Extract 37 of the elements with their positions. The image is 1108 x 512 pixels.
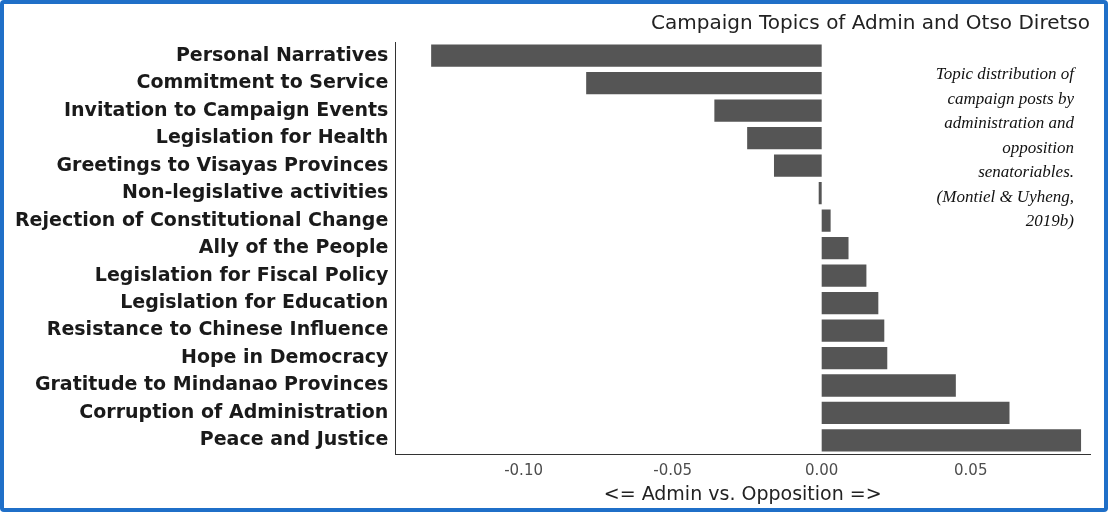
y-tick-label: Hope in Democracy <box>181 344 389 367</box>
annotation: Topic distribution of campaign posts by administration and opposition senatoriables. (Montiel & Uyheng, 2019b) <box>934 63 1074 232</box>
y-tick-label: Legislation for Health <box>155 125 389 148</box>
bar <box>821 319 885 342</box>
bar <box>821 401 1010 425</box>
y-tick-label: Commitment to Service <box>136 70 389 93</box>
bar <box>821 209 831 232</box>
bar <box>821 429 1082 452</box>
x-tick-label: 0.05 <box>954 461 988 480</box>
y-tick-label: Non-legislative activities <box>121 180 389 203</box>
bar <box>818 182 822 205</box>
bar <box>821 291 879 315</box>
bar <box>821 374 956 397</box>
y-tick-label: Personal Narratives <box>175 42 389 65</box>
y-tick-label: Resistance to Chinese Influence <box>46 317 389 340</box>
bar <box>714 99 822 122</box>
y-tick-label: Greetings to Visayas Provinces <box>56 152 389 175</box>
y-tick-label: Invitation to Campaign Events <box>64 97 389 120</box>
x-tick-label: 0.00 <box>804 461 839 480</box>
y-tick-label: Gratitude to Mindanao Provinces <box>34 372 389 395</box>
x-tick-label: -0.10 <box>504 461 543 480</box>
y-tick-label: Legislation for Fiscal Policy <box>94 262 389 285</box>
y-tick-label: Ally of the People <box>198 235 389 258</box>
y-tick-label: Rejection of Constitutional Change <box>14 207 389 230</box>
y-tick-label: Legislation for Education <box>120 290 389 312</box>
bar <box>821 346 888 370</box>
bar <box>431 44 822 67</box>
x-axis-title: <= Admin vs. Opposition => <box>603 481 882 504</box>
bar <box>821 236 849 260</box>
y-tick-label: Corruption of Administration <box>79 399 389 422</box>
x-tick-label: -0.05 <box>653 461 693 480</box>
bar <box>586 72 822 95</box>
chart-title: Campaign Topics of Admin and Otso Diretso <box>651 10 1090 35</box>
bar <box>821 264 867 287</box>
bar <box>747 127 822 150</box>
y-tick-label: Peace and Justice <box>199 427 389 450</box>
bar <box>773 154 822 177</box>
